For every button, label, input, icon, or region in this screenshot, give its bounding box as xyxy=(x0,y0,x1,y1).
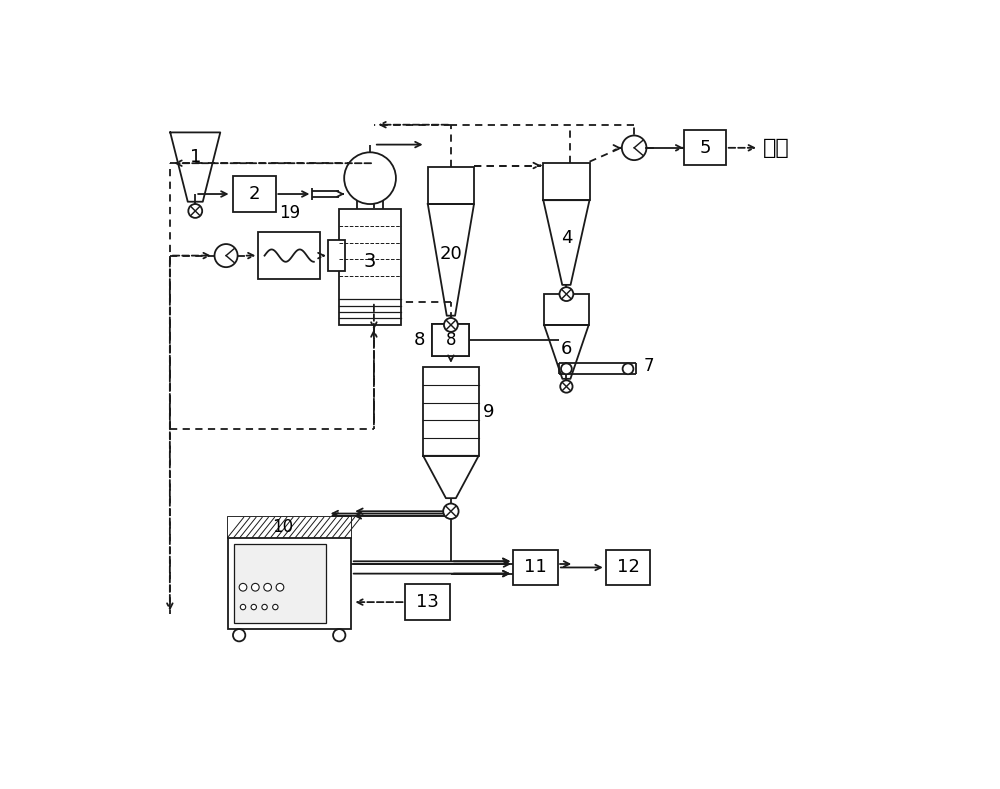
Bar xyxy=(258,232,320,279)
Bar xyxy=(513,550,558,585)
Circle shape xyxy=(344,152,396,204)
Circle shape xyxy=(443,503,459,519)
Bar xyxy=(339,209,401,325)
Bar xyxy=(228,518,351,629)
Text: 11: 11 xyxy=(524,559,547,577)
Circle shape xyxy=(276,583,284,591)
Text: 7: 7 xyxy=(643,357,654,376)
Circle shape xyxy=(560,380,573,393)
Bar xyxy=(428,167,474,204)
Bar xyxy=(684,130,726,165)
Text: 12: 12 xyxy=(617,559,639,577)
Text: 13: 13 xyxy=(416,593,439,611)
Text: 2: 2 xyxy=(249,185,260,203)
Circle shape xyxy=(273,604,278,610)
Circle shape xyxy=(444,318,458,332)
Text: 4: 4 xyxy=(561,230,572,247)
Circle shape xyxy=(623,364,633,374)
Circle shape xyxy=(622,136,646,160)
Text: 10: 10 xyxy=(272,518,294,537)
Bar xyxy=(544,294,589,325)
Bar xyxy=(606,550,650,585)
Circle shape xyxy=(240,604,246,610)
Text: 3: 3 xyxy=(364,252,376,271)
Bar xyxy=(328,240,345,271)
Text: 1: 1 xyxy=(190,148,201,166)
Circle shape xyxy=(559,287,573,301)
Circle shape xyxy=(333,629,345,641)
Circle shape xyxy=(561,364,572,374)
Bar xyxy=(432,324,469,357)
Circle shape xyxy=(251,604,256,610)
Bar xyxy=(405,585,450,620)
Bar xyxy=(423,367,479,456)
Circle shape xyxy=(264,583,271,591)
Text: 8: 8 xyxy=(446,331,456,350)
Text: 8: 8 xyxy=(413,331,425,350)
Circle shape xyxy=(188,204,202,218)
Bar xyxy=(543,163,590,200)
Bar xyxy=(432,324,469,357)
Bar xyxy=(233,175,276,212)
Circle shape xyxy=(233,629,245,641)
Text: 20: 20 xyxy=(440,245,462,264)
Text: 9: 9 xyxy=(482,402,494,421)
Bar xyxy=(234,544,326,623)
Circle shape xyxy=(239,583,247,591)
Text: 5: 5 xyxy=(699,139,711,157)
Circle shape xyxy=(251,583,259,591)
Circle shape xyxy=(262,604,267,610)
Bar xyxy=(228,518,351,537)
Text: 排放: 排放 xyxy=(763,138,790,158)
Circle shape xyxy=(215,244,238,267)
Text: 19: 19 xyxy=(279,204,300,222)
Text: 6: 6 xyxy=(561,340,572,358)
Text: 8: 8 xyxy=(415,331,426,350)
